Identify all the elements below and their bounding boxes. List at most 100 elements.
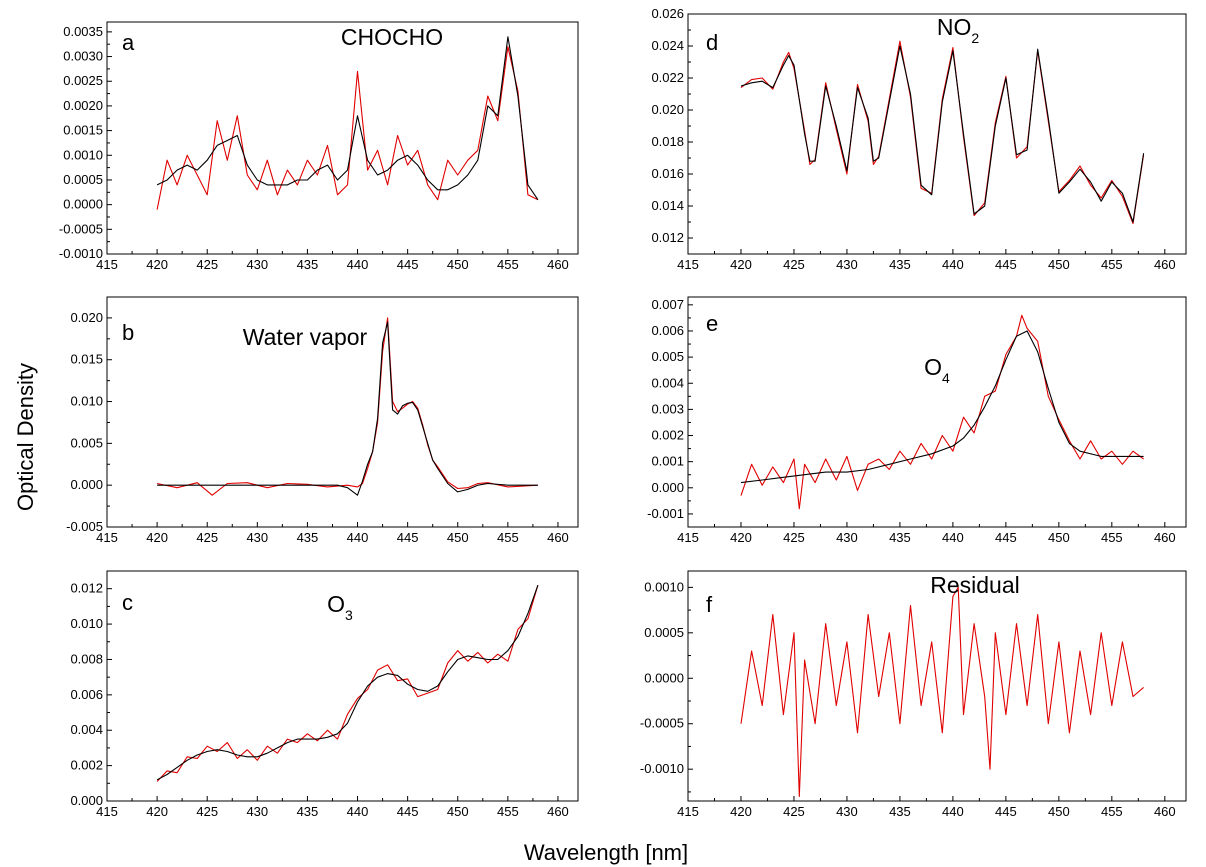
panel-letter: f <box>706 592 713 617</box>
x-tick-label: 435 <box>889 257 911 272</box>
panel-letter: b <box>122 320 134 345</box>
x-tick-label: 460 <box>547 530 569 545</box>
y-tick-label: -0.0005 <box>640 716 684 731</box>
x-tick-label: 435 <box>297 257 319 272</box>
series-measured <box>156 317 538 496</box>
x-tick-label: 445 <box>397 257 419 272</box>
panel-letter: a <box>122 30 135 55</box>
y-tick-label: 0.012 <box>70 581 103 596</box>
x-tick-label: 420 <box>730 804 752 819</box>
y-tick-label: 0.003 <box>651 401 684 416</box>
x-tick-label: 415 <box>96 257 118 272</box>
panel-d: 415 420 425 430 435 440 445 450 455 460 0.012 0.014… <box>651 6 1187 272</box>
panel-title-subscript: 3 <box>345 607 353 623</box>
x-tick-label: 420 <box>146 530 168 545</box>
y-tick-label: 0.014 <box>651 198 684 213</box>
panel-title: NO2 <box>937 14 980 46</box>
y-tick-label: 0.007 <box>651 297 684 312</box>
plot-frame <box>687 296 1187 528</box>
series-residual <box>740 586 1144 798</box>
y-tick-label: -0.0005 <box>59 221 103 236</box>
x-tick-label: 450 <box>447 257 469 272</box>
series-measured <box>740 40 1145 225</box>
x-tick-label: 445 <box>995 257 1017 272</box>
x-tick-label: 415 <box>677 804 699 819</box>
x-tick-label: 455 <box>497 804 519 819</box>
y-tick-label: 0.000 <box>70 477 103 492</box>
series-measured <box>156 585 539 782</box>
x-tick-label: 430 <box>836 257 858 272</box>
panel-title: O3 <box>327 591 353 623</box>
x-tick-label: 445 <box>995 804 1017 819</box>
plot-frame <box>106 21 579 255</box>
panel-b: 415 420 425 430 435 440 445 450 455 460 -0.005 0.00… <box>66 296 579 545</box>
x-tick-label: 450 <box>447 804 469 819</box>
x-tick-label: 425 <box>196 804 218 819</box>
y-tick-label: 0.006 <box>70 687 103 702</box>
x-tick-label: 420 <box>730 530 752 545</box>
panel-title: CHOCHO <box>341 24 443 50</box>
panel-title: Residual <box>930 572 1020 598</box>
x-tick-label: 440 <box>347 804 369 819</box>
y-tick-label: -0.0010 <box>59 246 103 261</box>
y-tick-label: 0.0010 <box>644 579 684 594</box>
y-tick-label: 0.001 <box>651 454 684 469</box>
x-tick-label: 435 <box>297 804 319 819</box>
y-tick-label: 0.022 <box>651 70 684 85</box>
y-tick-label: 0.0005 <box>644 625 684 640</box>
y-tick-label: 0.0000 <box>63 197 103 212</box>
y-tick-label: 0.006 <box>651 323 684 338</box>
panel-a: 415 420 425 430 435 440 445 450 455 460 -0.0010 -0.… <box>59 21 579 272</box>
x-tick-label: 455 <box>497 530 519 545</box>
plot-frame <box>687 13 1187 255</box>
x-tick-label: 450 <box>1048 257 1070 272</box>
x-tick-label: 415 <box>96 530 118 545</box>
panel-letter: c <box>122 590 133 615</box>
series-fitted <box>156 36 539 201</box>
y-tick-label: 0.012 <box>651 230 684 245</box>
y-tick-label: 0.010 <box>70 394 103 409</box>
panel-letter: e <box>706 311 718 336</box>
y-tick-label: 0.008 <box>70 651 103 666</box>
x-tick-label: 430 <box>836 530 858 545</box>
x-tick-label: 450 <box>1048 530 1070 545</box>
plot-frame <box>106 570 579 802</box>
chart-panels: 415 420 425 430 435 440 445 450 455 460 -0.0010 -0.… <box>59 6 1187 819</box>
y-tick-label: 0.002 <box>70 758 103 773</box>
y-tick-label: 0.0035 <box>63 24 103 39</box>
x-tick-label: 440 <box>942 804 964 819</box>
series-fitted <box>156 585 539 781</box>
y-tick-label: 0.016 <box>651 166 684 181</box>
y-tick-label: 0.010 <box>70 616 103 631</box>
x-tick-label: 445 <box>995 530 1017 545</box>
x-tick-label: 435 <box>889 804 911 819</box>
panel-f: 415 420 425 430 435 440 445 450 455 460 -0.0010 -0.… <box>640 570 1187 819</box>
series-fitted <box>157 321 538 496</box>
x-tick-label: 440 <box>347 530 369 545</box>
panel-c: 415 420 425 430 435 440 445 450 455 460 0.000 0.002… <box>70 570 579 819</box>
y-tick-label: 0.0025 <box>63 73 103 88</box>
y-tick-label: -0.001 <box>647 506 684 521</box>
y-tick-label: 0.000 <box>70 793 103 808</box>
series-fitted <box>740 45 1145 223</box>
x-tick-label: 460 <box>1154 530 1176 545</box>
y-tick-label: 0.024 <box>651 38 684 53</box>
x-tick-label: 455 <box>1101 530 1123 545</box>
y-tick-label: 0.000 <box>651 480 684 495</box>
series-fitted <box>740 330 1144 484</box>
x-tick-label: 415 <box>677 257 699 272</box>
panel-letter: d <box>706 30 718 55</box>
x-tick-label: 455 <box>497 257 519 272</box>
x-tick-label: 425 <box>196 257 218 272</box>
x-tick-label: 415 <box>677 530 699 545</box>
y-tick-label: 0.018 <box>651 134 684 149</box>
series-measured <box>156 46 539 210</box>
y-tick-label: 0.005 <box>651 349 684 364</box>
x-tick-label: 430 <box>246 257 268 272</box>
y-tick-label: 0.020 <box>70 310 103 325</box>
x-tick-label: 455 <box>1101 804 1123 819</box>
plot-frame <box>106 296 579 528</box>
y-tick-label: 0.004 <box>651 375 684 390</box>
y-tick-label: 0.0010 <box>63 147 103 162</box>
